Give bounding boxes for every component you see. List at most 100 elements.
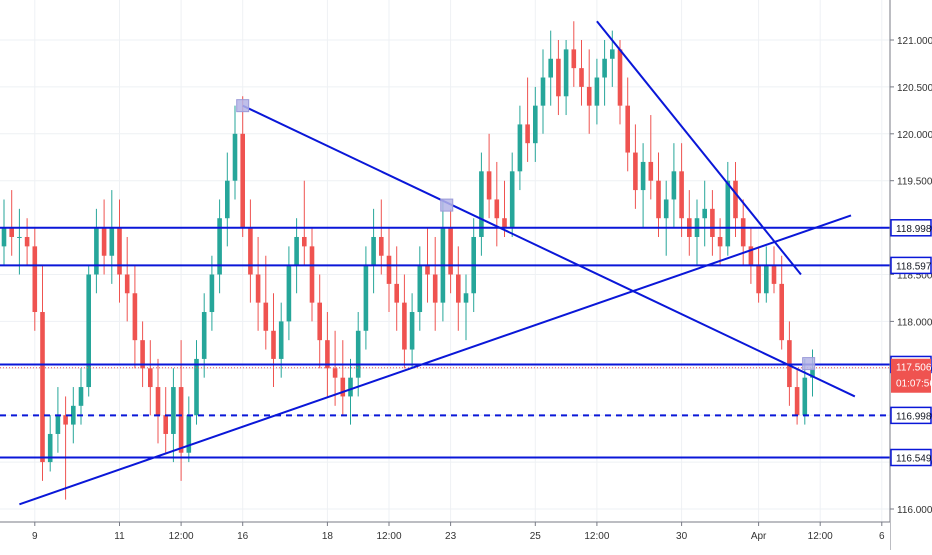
candle-body [417, 265, 423, 313]
candle-body [640, 161, 646, 191]
candle-body [286, 265, 292, 322]
price-level-tag [890, 219, 932, 237]
candle-body [232, 133, 238, 181]
time-tick-label: 6 [879, 531, 885, 542]
price-tick-label: 121.000 [897, 36, 932, 47]
time-axis: 9 11 12:00 16 18 12:00 23 25 12:00 30 Apr 12:00 6 [0, 521, 890, 550]
candle-body [55, 415, 61, 434]
candle-body [309, 246, 315, 303]
candle-body [394, 283, 399, 303]
candle-body [271, 330, 276, 359]
candle-body [540, 77, 546, 106]
candle-body [94, 227, 99, 275]
candle-body [201, 312, 207, 359]
candle-body [794, 387, 800, 416]
candle-body [355, 330, 361, 378]
candle-body [663, 199, 669, 219]
candle-body [117, 227, 122, 275]
price-axis: 116.000116.500117.000117.500118.000118.5… [889, 0, 932, 550]
candle-body [294, 236, 299, 266]
time-tick-label: Apr [751, 531, 767, 542]
time-tick-label: 12:00 [169, 531, 194, 542]
trendline[interactable] [242, 104, 856, 398]
time-tick-label: 12:00 [584, 531, 609, 542]
candle-body [702, 208, 707, 219]
trendline[interactable] [19, 214, 852, 506]
countdown-label: 01:07:56 [896, 379, 932, 390]
candle-body [717, 236, 723, 247]
candle-body [633, 152, 638, 191]
candle-body [317, 302, 322, 341]
candle-body [617, 49, 623, 106]
candle-body [563, 49, 569, 97]
time-tick-label: 23 [445, 531, 457, 542]
price-tick-label: 120.000 [897, 130, 932, 141]
anchor-handle[interactable] [440, 198, 454, 212]
candle-body [733, 180, 738, 219]
candle-body [594, 77, 600, 106]
candle-body [409, 312, 415, 350]
candle-body [209, 274, 215, 313]
time-tick-label: 9 [32, 531, 38, 542]
candle-body [9, 227, 14, 237]
candle-body [24, 236, 30, 247]
anchor-handle[interactable] [802, 357, 816, 371]
candle-body [78, 387, 84, 406]
price-levels [0, 226, 890, 459]
candle-body [671, 171, 677, 200]
candle-body [802, 377, 808, 416]
price-tick-label: 116.000 [897, 505, 932, 516]
price-tick-label: 120.500 [897, 83, 932, 94]
candle-body [155, 387, 161, 416]
price-level-tag [890, 406, 932, 425]
candle-body [502, 218, 507, 228]
time-tick-label: 25 [530, 531, 542, 542]
price-tick-label: 118.000 [897, 317, 932, 328]
price-level-label: 118.998 [896, 224, 932, 235]
candle-body [740, 218, 746, 247]
anchor-handle[interactable] [236, 99, 250, 113]
candle-body [479, 171, 484, 237]
candle-body [371, 236, 376, 266]
candle-body [163, 415, 168, 434]
price-level-tag [890, 256, 932, 275]
candle-body [40, 312, 45, 463]
candle-body [771, 265, 777, 284]
candle-body [132, 293, 138, 341]
candles [1, 21, 815, 500]
candle-body [486, 171, 492, 200]
trendlines [19, 20, 856, 506]
price-level-label: 116.549 [896, 454, 932, 465]
candle-body [178, 387, 184, 453]
price-level-label: 116.998 [896, 411, 932, 422]
candle-body [325, 340, 330, 369]
price-level-tag [890, 448, 932, 467]
candle-body [533, 105, 538, 144]
candle-body [579, 68, 584, 87]
candle-body [340, 377, 346, 397]
candle-body [101, 227, 107, 256]
time-axis-bg [0, 522, 890, 550]
time-tick-label: 11 [114, 531, 125, 542]
candle-body [586, 86, 592, 106]
candle-body [86, 274, 91, 388]
time-tick-label: 16 [237, 531, 249, 542]
candle-body [656, 180, 661, 219]
candle-body [810, 368, 815, 378]
candle-body [240, 133, 245, 228]
candle-body [63, 415, 68, 425]
candle-body [171, 387, 176, 434]
trendline[interactable] [596, 20, 802, 276]
candle-body [194, 358, 199, 416]
candle-body [571, 49, 577, 69]
candle-body [225, 180, 230, 219]
candle-body [679, 171, 684, 219]
candle-body [456, 274, 461, 303]
candle-body [278, 321, 284, 359]
candle-body [248, 227, 253, 275]
candle-body [348, 377, 353, 397]
candle-body [548, 58, 553, 78]
candle-body [379, 236, 384, 256]
